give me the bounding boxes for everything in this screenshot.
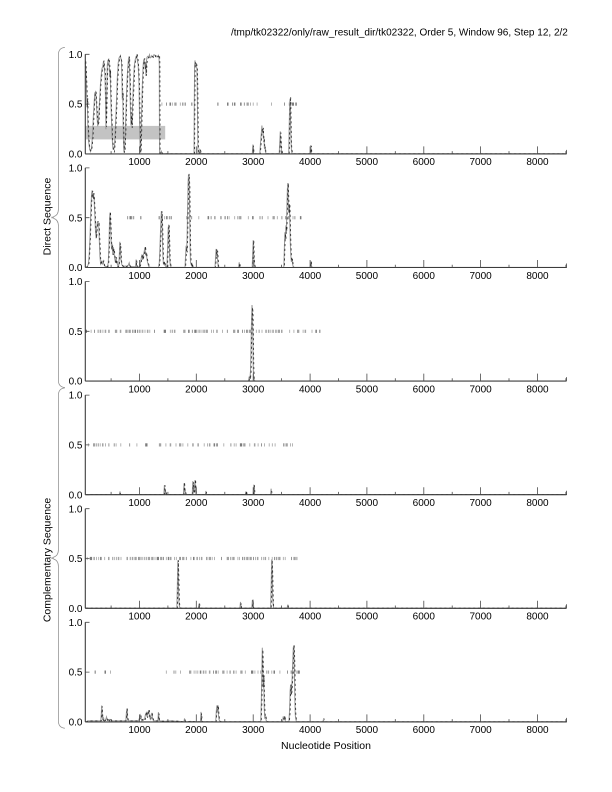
svg-text:/tmp/tk02322/only/raw_result_d: /tmp/tk02322/only/raw_result_dir/tk02322… (231, 27, 568, 38)
svg-text:3000: 3000 (242, 498, 265, 509)
svg-text:8000: 8000 (526, 612, 549, 623)
svg-text:0.0: 0.0 (69, 718, 83, 729)
svg-text:7000: 7000 (469, 271, 492, 282)
svg-text:1.0: 1.0 (69, 618, 83, 629)
svg-text:4000: 4000 (299, 384, 322, 395)
svg-text:1.0: 1.0 (69, 50, 83, 61)
svg-text:0.5: 0.5 (69, 327, 83, 338)
svg-text:2000: 2000 (185, 384, 208, 395)
svg-text:4000: 4000 (299, 157, 322, 168)
svg-text:5000: 5000 (356, 384, 379, 395)
svg-text:4000: 4000 (299, 498, 322, 509)
svg-text:Nucleotide Position: Nucleotide Position (281, 740, 371, 752)
svg-text:7000: 7000 (469, 725, 492, 736)
svg-text:3000: 3000 (242, 725, 265, 736)
svg-text:0.5: 0.5 (69, 554, 83, 565)
svg-text:8000: 8000 (526, 157, 549, 168)
svg-text:2000: 2000 (185, 271, 208, 282)
svg-text:6000: 6000 (413, 157, 436, 168)
svg-text:5000: 5000 (356, 612, 379, 623)
svg-text:0.5: 0.5 (69, 100, 83, 111)
svg-text:2000: 2000 (185, 157, 208, 168)
svg-text:7000: 7000 (469, 612, 492, 623)
svg-text:0.0: 0.0 (69, 490, 83, 501)
svg-text:5000: 5000 (356, 271, 379, 282)
svg-text:4000: 4000 (299, 612, 322, 623)
svg-text:2000: 2000 (185, 498, 208, 509)
svg-text:3000: 3000 (242, 271, 265, 282)
svg-text:7000: 7000 (469, 384, 492, 395)
svg-text:0.0: 0.0 (69, 263, 83, 274)
svg-text:1.0: 1.0 (69, 504, 83, 515)
svg-text:1000: 1000 (128, 725, 151, 736)
svg-text:0.0: 0.0 (69, 604, 83, 615)
svg-text:8000: 8000 (526, 271, 549, 282)
svg-text:2000: 2000 (185, 612, 208, 623)
svg-text:7000: 7000 (469, 157, 492, 168)
svg-text:2000: 2000 (185, 725, 208, 736)
svg-text:6000: 6000 (413, 384, 436, 395)
svg-text:1000: 1000 (128, 498, 151, 509)
svg-text:1.0: 1.0 (69, 164, 83, 175)
svg-text:4000: 4000 (299, 725, 322, 736)
svg-text:8000: 8000 (526, 384, 549, 395)
svg-text:1000: 1000 (128, 612, 151, 623)
svg-text:6000: 6000 (413, 498, 436, 509)
svg-text:0.0: 0.0 (69, 150, 83, 161)
svg-text:5000: 5000 (356, 157, 379, 168)
svg-text:1000: 1000 (128, 271, 151, 282)
svg-text:0.5: 0.5 (69, 441, 83, 452)
svg-text:4000: 4000 (299, 271, 322, 282)
svg-text:6000: 6000 (413, 271, 436, 282)
svg-text:8000: 8000 (526, 498, 549, 509)
svg-text:3000: 3000 (242, 384, 265, 395)
svg-text:5000: 5000 (356, 725, 379, 736)
svg-text:6000: 6000 (413, 725, 436, 736)
svg-text:8000: 8000 (526, 725, 549, 736)
svg-text:Complementary Sequence: Complementary Sequence (41, 498, 53, 622)
svg-text:Direct Sequence: Direct Sequence (41, 178, 53, 256)
svg-text:7000: 7000 (469, 498, 492, 509)
svg-text:1000: 1000 (128, 384, 151, 395)
svg-text:1.0: 1.0 (69, 391, 83, 402)
svg-text:3000: 3000 (242, 157, 265, 168)
svg-text:0.5: 0.5 (69, 213, 83, 224)
svg-text:0.5: 0.5 (69, 668, 83, 679)
svg-text:0.0: 0.0 (69, 377, 83, 388)
svg-text:5000: 5000 (356, 498, 379, 509)
svg-text:1.0: 1.0 (69, 277, 83, 288)
svg-text:1000: 1000 (128, 157, 151, 168)
svg-text:6000: 6000 (413, 612, 436, 623)
svg-text:3000: 3000 (242, 612, 265, 623)
